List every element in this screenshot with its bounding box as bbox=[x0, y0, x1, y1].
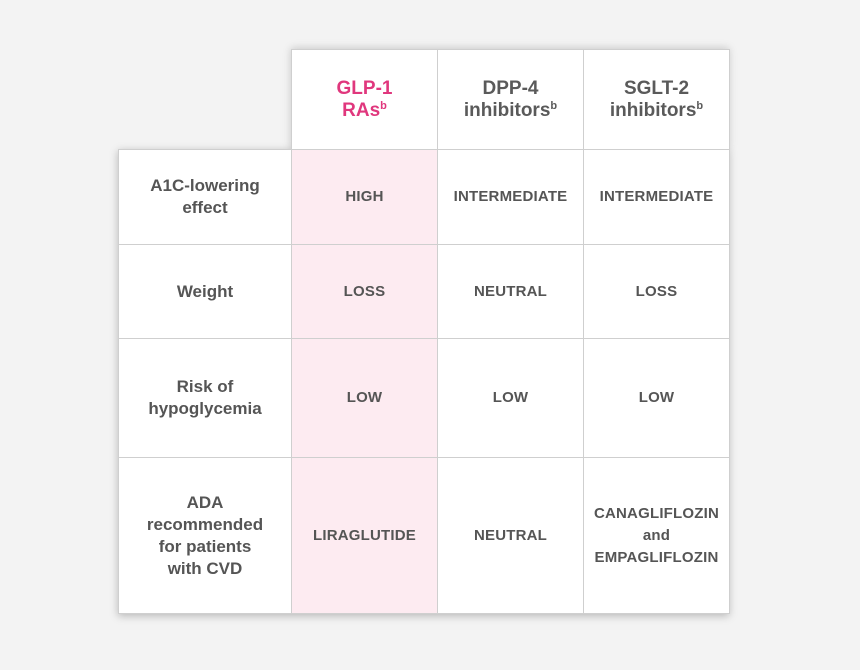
row-label-line: ADA bbox=[186, 492, 224, 512]
row-label-line: effect bbox=[182, 198, 228, 217]
column-header-line2: inhibitors bbox=[463, 99, 551, 121]
row-label-line: hypoglycemia bbox=[148, 399, 262, 418]
row-label-line: Risk of bbox=[176, 377, 234, 396]
footnote-marker: b bbox=[550, 99, 558, 112]
row-label-line: Weight bbox=[176, 281, 234, 301]
row-label-line: recommended bbox=[146, 514, 264, 534]
cell-glp1-cvd: LIRAGLUTIDE bbox=[291, 457, 438, 614]
cell-dpp4-hypoglycemia: LOW bbox=[437, 338, 584, 458]
cell-glp1-hypoglycemia: LOW bbox=[291, 338, 438, 458]
table-row-weight: Weight LOSS NEUTRAL LOSS bbox=[118, 244, 730, 339]
cell-dpp4-cvd: NEUTRAL bbox=[437, 457, 584, 614]
column-header-line1: GLP-1 bbox=[336, 77, 393, 99]
cell-sglt2-weight: LOSS bbox=[583, 244, 730, 339]
table-row-hypoglycemia: Risk of hypoglycemia LOW LOW LOW bbox=[118, 338, 730, 458]
column-header-line1: DPP-4 bbox=[482, 77, 539, 99]
column-header-dpp4: DPP-4 inhibitorsb bbox=[437, 49, 584, 150]
cell-sglt2-a1c: INTERMEDIATE bbox=[583, 149, 730, 245]
row-label-line: A1C-lowering bbox=[150, 176, 260, 195]
column-header-line1: SGLT-2 bbox=[623, 77, 690, 99]
row-label-line: for patients bbox=[158, 536, 252, 556]
row-label-line: with CVD bbox=[167, 558, 243, 578]
row-label-hypoglycemia: Risk of hypoglycemia bbox=[118, 338, 292, 458]
header-row: GLP-1 RAsb DPP-4 inhibitorsb SGLT-2 inhi… bbox=[118, 49, 730, 150]
table-row-a1c: A1C-lowering effect HIGH INTERMEDIATE IN… bbox=[118, 149, 730, 245]
cell-glp1-a1c: HIGH bbox=[291, 149, 438, 245]
row-label-weight: Weight bbox=[118, 244, 292, 339]
footnote-marker: b bbox=[380, 99, 387, 112]
footnote-marker: b bbox=[696, 99, 704, 112]
cell-glp1-weight: LOSS bbox=[291, 244, 438, 339]
comparison-table: GLP-1 RAsb DPP-4 inhibitorsb SGLT-2 inhi… bbox=[118, 49, 730, 614]
column-header-sglt2: SGLT-2 inhibitorsb bbox=[583, 49, 730, 150]
table-row-cvd: ADA recommended for patients with CVD LI… bbox=[118, 457, 730, 614]
cell-line: EMPAGLIFLOZIN bbox=[594, 548, 719, 566]
table-corner bbox=[118, 49, 292, 150]
cell-sglt2-cvd: CANAGLIFLOZIN and EMPAGLIFLOZIN bbox=[583, 457, 730, 614]
row-label-a1c: A1C-lowering effect bbox=[118, 149, 292, 245]
column-header-line2: inhibitors bbox=[609, 99, 697, 121]
row-label-cvd: ADA recommended for patients with CVD bbox=[118, 457, 292, 614]
cell-dpp4-a1c: INTERMEDIATE bbox=[437, 149, 584, 245]
cell-sglt2-hypoglycemia: LOW bbox=[583, 338, 730, 458]
cell-dpp4-weight: NEUTRAL bbox=[437, 244, 584, 339]
cell-line: and bbox=[642, 526, 671, 544]
column-header-line2: RAs bbox=[342, 99, 381, 121]
column-header-glp1: GLP-1 RAsb bbox=[291, 49, 438, 150]
cell-line: CANAGLIFLOZIN bbox=[593, 504, 720, 522]
